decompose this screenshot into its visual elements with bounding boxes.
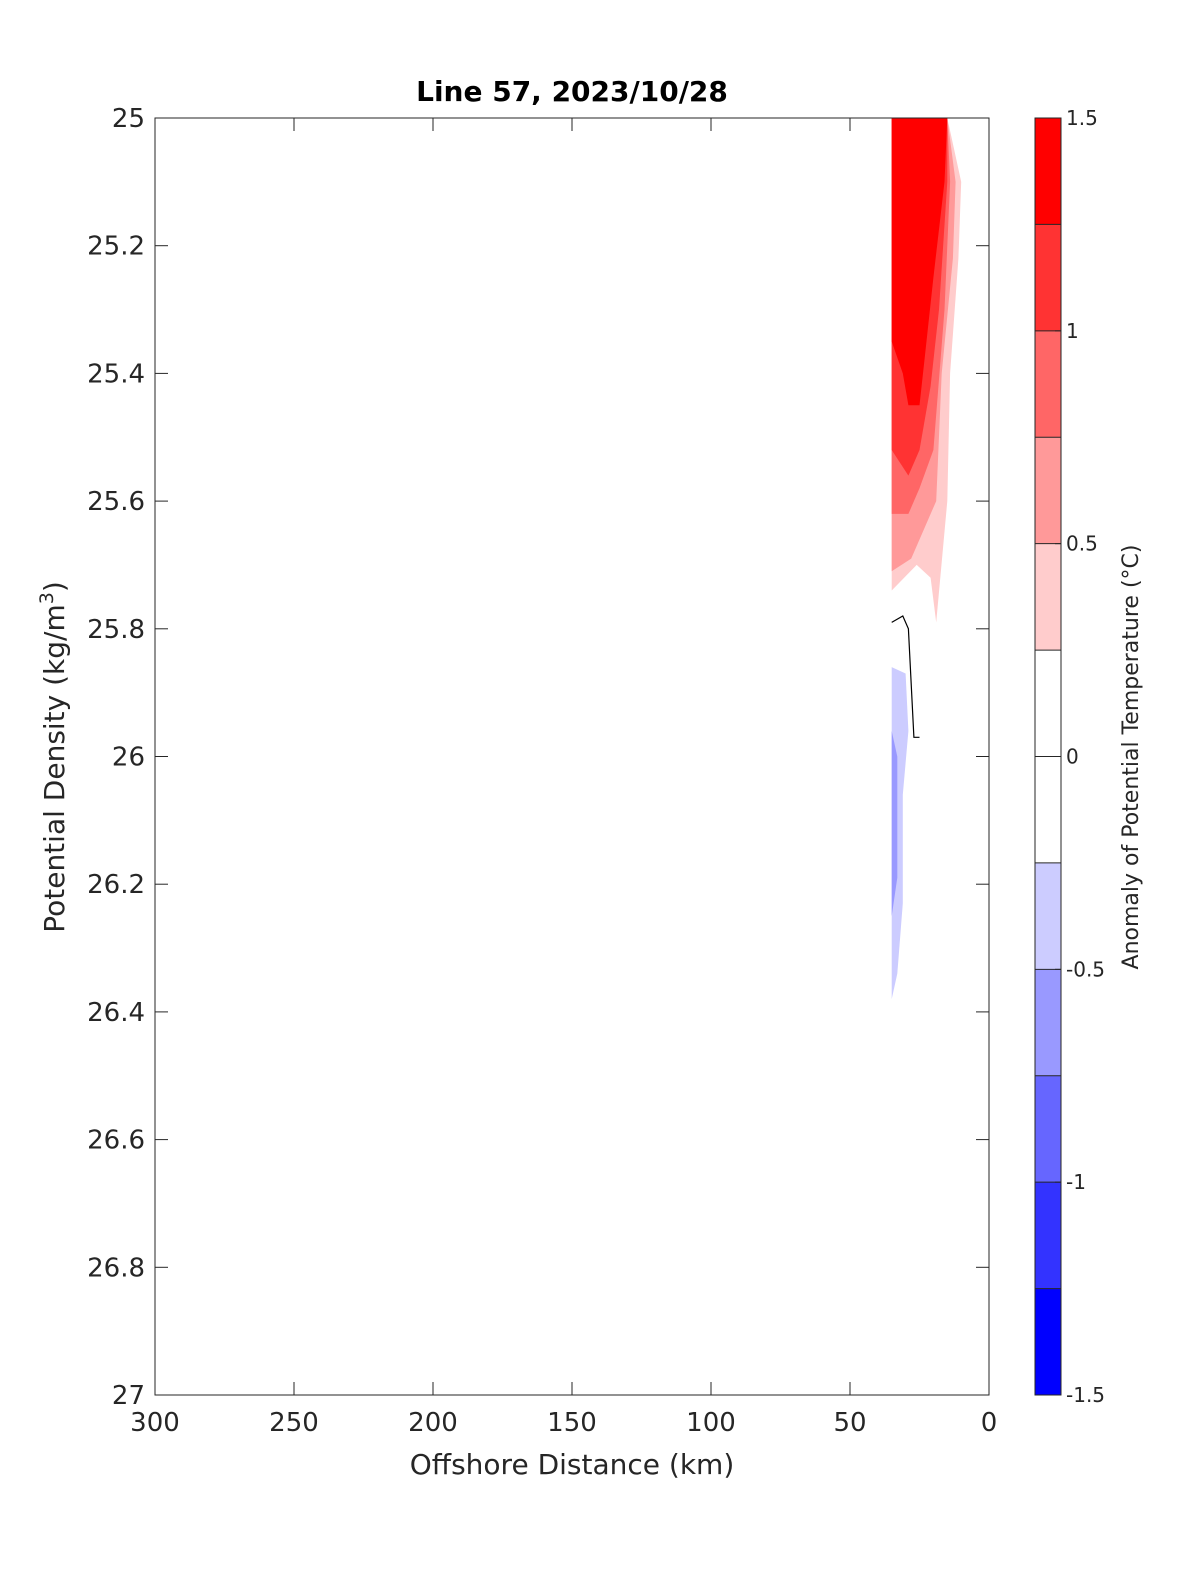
colorbar-segment <box>1035 437 1061 544</box>
contour-fill-region-6 <box>891 731 898 917</box>
y-tick-label: 26 <box>112 743 145 773</box>
x-tick-label: 100 <box>686 1408 736 1438</box>
chart-title: Line 57, 2023/10/28 <box>416 75 728 108</box>
colorbar-tick-label: 0 <box>1066 745 1079 769</box>
y-axis-label-superscript: 3 <box>36 592 58 604</box>
y-axis: 25 25.2 25.4 25.6 25.8 26 26.2 26.4 26.6 26.8 27 <box>87 104 989 1411</box>
y-tick-label: 27 <box>112 1381 145 1411</box>
x-tick-label: 200 <box>408 1408 458 1438</box>
colorbar-tick-label: 1.5 <box>1066 106 1098 130</box>
colorbar-segment <box>1035 1288 1061 1395</box>
y-axis-label-main: Potential Density (kg/m <box>38 604 71 933</box>
colorbar-segment <box>1035 543 1061 651</box>
y-tick-label: 26.4 <box>87 998 145 1028</box>
contour-fill-region-4 <box>891 118 948 406</box>
y-axis-label: Potential Density (kg/m3) <box>36 581 71 933</box>
y-tick-label: 26.8 <box>87 1253 145 1283</box>
plot-background <box>155 118 989 1395</box>
colorbar: 1.5 1 0.5 0 -0.5 -1 -1.5 <box>1034 106 1105 1407</box>
y-tick-label: 25.6 <box>87 487 145 517</box>
colorbar-tick-label: -1.5 <box>1066 1383 1105 1407</box>
colorbar-segment <box>1035 118 1061 225</box>
colorbar-segment <box>1035 1075 1061 1183</box>
colorbar-tick-label: 0.5 <box>1066 532 1098 556</box>
plot-area <box>154 117 990 1396</box>
y-tick-label: 25.4 <box>87 359 145 389</box>
y-tick-label: 25.2 <box>87 232 145 262</box>
colorbar-segment <box>1035 650 1061 757</box>
y-axis-label-close: ) <box>38 581 71 592</box>
x-axis: 300 250 200 150 100 50 0 <box>130 118 997 1438</box>
y-tick-label: 26.6 <box>87 1126 145 1156</box>
colorbar-label: Anomaly of Potential Temperature (°C) <box>1119 545 1144 970</box>
x-tick-label: 50 <box>833 1408 866 1438</box>
x-tick-label: 150 <box>547 1408 597 1438</box>
colorbar-segment <box>1035 1182 1061 1289</box>
colorbar-segment <box>1035 756 1061 863</box>
x-tick-label: 0 <box>981 1408 998 1438</box>
colorbar-segment <box>1035 330 1061 438</box>
colorbar-tick-label: -0.5 <box>1066 957 1105 981</box>
colorbar-tick-label: -1 <box>1066 1170 1086 1194</box>
y-tick-label: 26.2 <box>87 870 145 900</box>
colorbar-tick-label: 1 <box>1066 319 1079 343</box>
zero-contour-line <box>891 615 920 738</box>
y-tick-label: 25 <box>112 104 145 134</box>
colorbar-segment <box>1035 224 1061 331</box>
x-tick-label: 250 <box>269 1408 319 1438</box>
colorbar-segment <box>1035 969 1061 1076</box>
colorbar-segment <box>1035 862 1061 970</box>
y-tick-label: 25.8 <box>87 615 145 645</box>
x-axis-label: Offshore Distance (km) <box>410 1448 735 1481</box>
x-tick-label: 300 <box>130 1408 180 1438</box>
